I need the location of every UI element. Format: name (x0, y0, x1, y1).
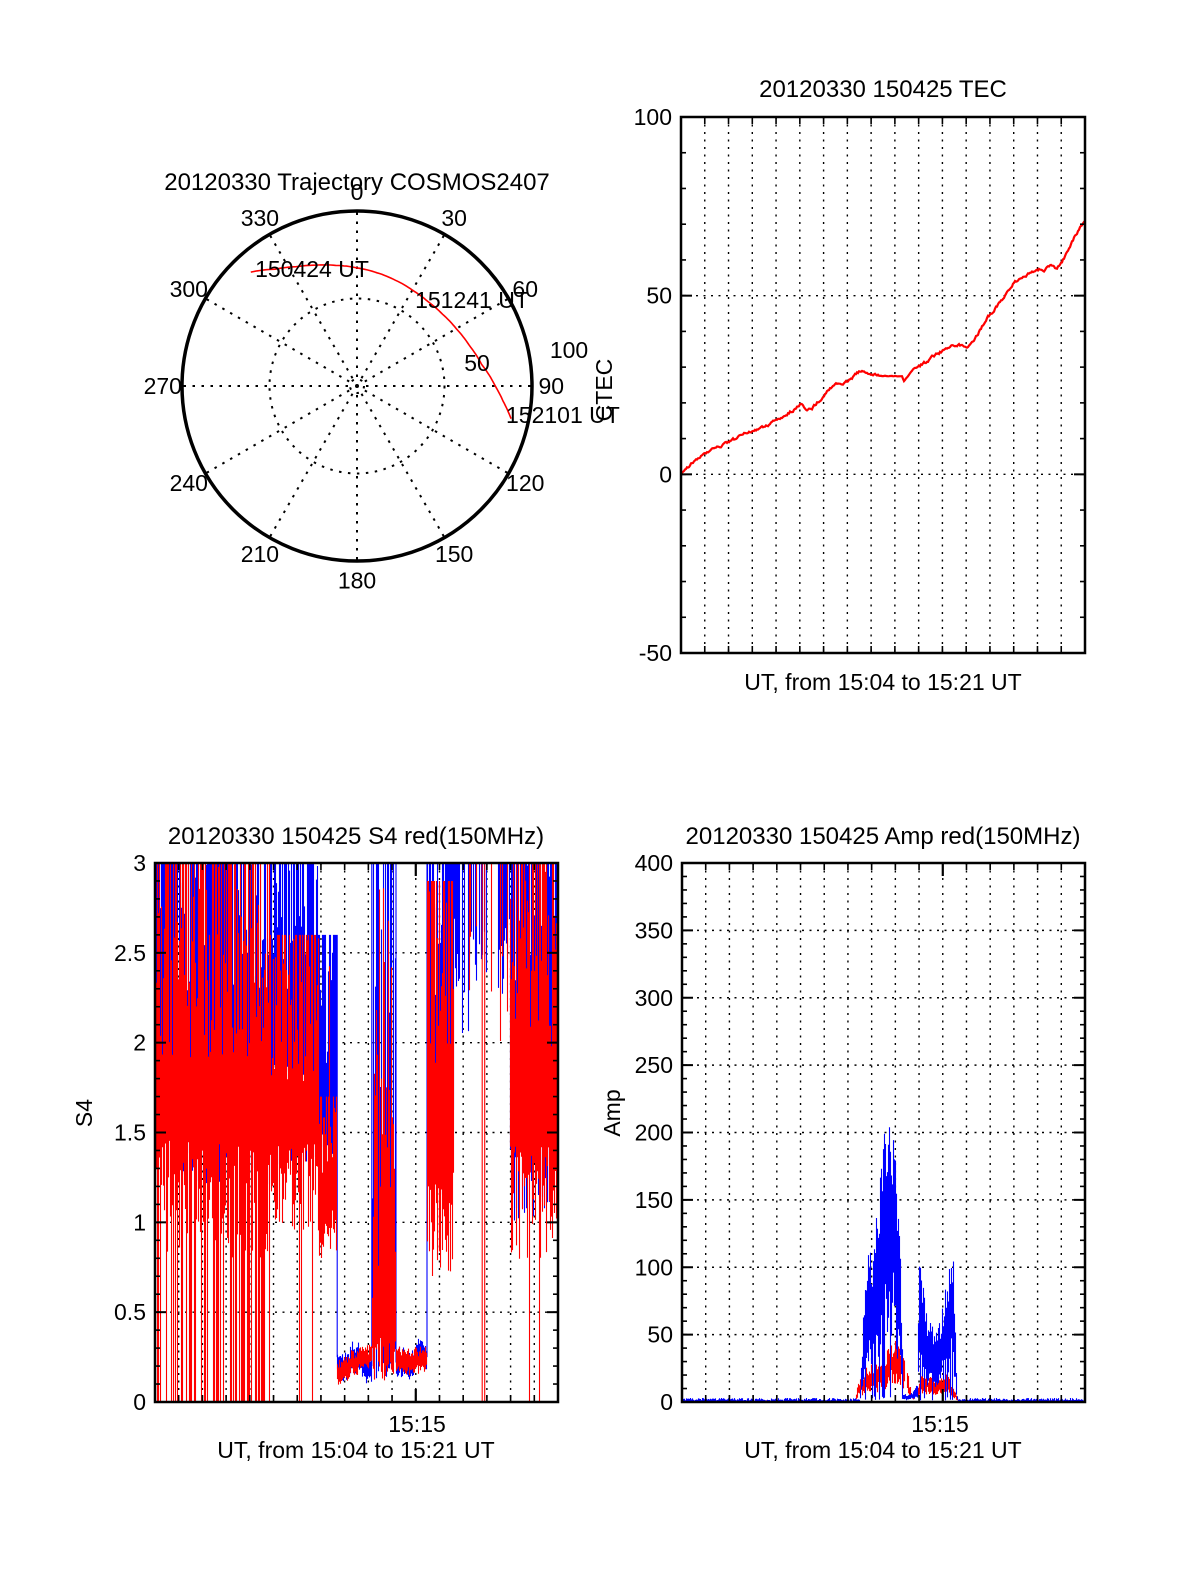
s4-noise-chart: 3 2.5 2 1.5 1 0.5 0 (114, 850, 560, 1415)
azimuth-tick-label: 150 (435, 541, 473, 567)
trajectory-time-label-end: 152101 UT (506, 402, 620, 428)
amp-xlabel: UT, from 15:04 to 15:21 UT (744, 1437, 1021, 1463)
s4-xlabel: UT, from 15:04 to 15:21 UT (217, 1437, 494, 1463)
s4-ytick-label: 2.5 (114, 940, 146, 966)
amp-ytick-label: 150 (635, 1187, 673, 1213)
s4-red-series (155, 863, 558, 1402)
s4-ytick-label: 1 (133, 1209, 146, 1235)
azimuth-tick-label: 120 (506, 470, 544, 496)
s4-ytick-label: 0 (133, 1389, 146, 1415)
amp-ytick-label: 350 (635, 917, 673, 943)
azimuth-tick-label: 240 (170, 470, 208, 496)
azimuth-tick-label: 270 (144, 373, 182, 399)
azimuth-tick-label: 180 (338, 567, 376, 593)
amp-xtick-label: 15:15 (911, 1411, 969, 1437)
amp-noise-chart: 400 350 300 250 200 150 100 50 0 (635, 850, 1087, 1415)
azimuth-tick-label: 330 (241, 205, 279, 231)
tec-series-line (681, 220, 1085, 476)
tec-ytick-label: 50 (646, 283, 672, 309)
trajectory-polar-plot: 0 30 60 90 120 150 180 210 240 270 300 330 (144, 179, 564, 594)
amp-ytick-label: 400 (635, 850, 673, 876)
amp-ytick-label: 200 (635, 1120, 673, 1146)
trajectory-ring-label-50: 50 (464, 350, 490, 376)
azimuth-tick-label: 30 (441, 205, 467, 231)
azimuth-tick-label: 300 (170, 276, 208, 302)
tec-ytick-label: 100 (634, 104, 672, 130)
trajectory-ring-label-100: 100 (550, 337, 588, 363)
amp-title: 20120330 150425 Amp red(150MHz) (686, 823, 1081, 850)
azimuth-tick-label: 90 (538, 373, 564, 399)
s4-title: 20120330 150425 S4 red(150MHz) (168, 823, 544, 850)
trajectory-title: 20120330 Trajectory COSMOS2407 (164, 169, 550, 196)
tec-xlabel: UT, from 15:04 to 15:21 UT (744, 669, 1021, 695)
azimuth-tick-label: 0 (351, 179, 364, 205)
s4-ytick-label: 3 (133, 850, 146, 876)
azimuth-tick-label: 210 (241, 541, 279, 567)
amp-ylabel: Amp (599, 1089, 625, 1136)
s4-ytick-label: 1.5 (114, 1120, 146, 1146)
azimuth-tick-label: 60 (512, 276, 538, 302)
s4-xtick-label: 15:15 (388, 1411, 446, 1437)
trajectory-time-label-start: 150424 UT (255, 256, 369, 282)
amp-ytick-label: 50 (647, 1322, 673, 1348)
s4-ylabel: S4 (71, 1099, 97, 1127)
amp-ytick-label: 100 (635, 1254, 673, 1280)
s4-ytick-label: 2 (133, 1030, 146, 1056)
trajectory-time-label-mid: 151241 UT (415, 287, 529, 313)
amp-blue-series (682, 1127, 1085, 1402)
amp-ytick-label: 0 (660, 1389, 673, 1415)
tec-ytick-label: -50 (639, 640, 672, 666)
amp-ytick-label: 250 (635, 1052, 673, 1078)
tec-ytick-label: 0 (659, 461, 672, 487)
tec-title: 20120330 150425 TEC (759, 76, 1007, 103)
trajectory-path (250, 264, 512, 420)
amp-ytick-label: 300 (635, 985, 673, 1011)
s4-ytick-label: 0.5 (114, 1299, 146, 1325)
tec-line-chart: 100 50 0 -50 (634, 104, 1087, 666)
tec-ylabel: CTEC (591, 359, 617, 422)
